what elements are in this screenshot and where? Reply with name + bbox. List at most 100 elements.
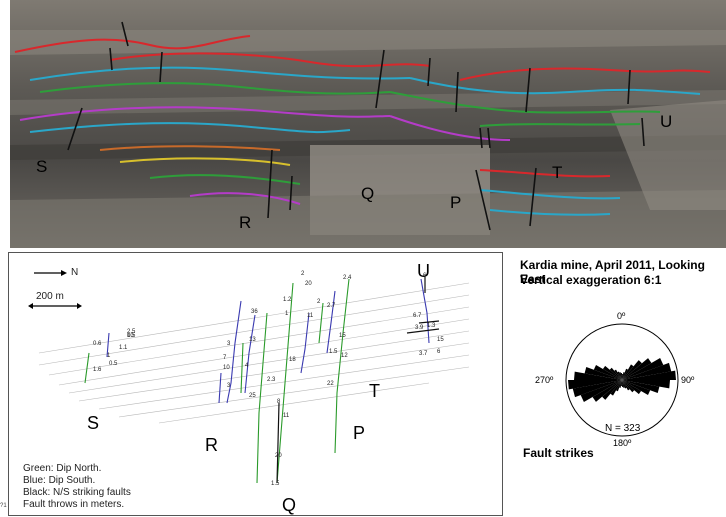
fault-throw-label: 10 (223, 365, 230, 371)
map-label-p: P (353, 423, 366, 443)
rose-petal (617, 371, 622, 380)
rose-petal (619, 380, 622, 388)
photo-label-t: T (552, 163, 563, 182)
map-label-s: S (87, 413, 100, 433)
rose-petal (622, 364, 634, 380)
legend-black: Black: N/S striking faults (23, 487, 131, 498)
rose-petal (622, 380, 635, 393)
fault-throw-label: 2.3 (267, 377, 276, 383)
rose-petal (580, 380, 622, 402)
fault-throw-label: 0.5 (127, 333, 136, 339)
rose-petal (622, 368, 628, 380)
rose-petal (609, 367, 622, 380)
fault-throw-label: 1.1 (119, 345, 128, 351)
rose-petal (593, 365, 622, 380)
fault-throw-label: 1.5 (271, 481, 280, 487)
fault-throw-label: 6.7 (413, 313, 422, 319)
rose-petal (620, 380, 622, 386)
fault-throw-label: 15 (339, 333, 346, 339)
fault-throw-label: 3 (227, 341, 231, 347)
rose-diagram (510, 320, 726, 490)
photo-label-p: P (450, 193, 462, 212)
legend-units: Fault throws in meters. (23, 499, 125, 510)
rose-count: N = 323 (605, 423, 641, 434)
fault-throw-label: 20 (275, 453, 282, 459)
north-arrow-label: N (71, 267, 79, 278)
rose-petal (622, 372, 625, 380)
fault-throw-label: 2 (317, 299, 321, 305)
rose-petal (622, 374, 624, 380)
rose-petal (622, 358, 664, 380)
fault-throw-label: 12 (341, 353, 348, 359)
fault-throw-label: 3.7 (419, 351, 428, 357)
fault-throw-label: 3.9 (415, 325, 424, 331)
rose-petal (602, 380, 622, 400)
rose-caption: Fault strikes (523, 446, 594, 460)
map-label-r: R (205, 435, 218, 455)
rose-petal (568, 380, 622, 390)
fault-throw-label: 10 (127, 333, 134, 339)
fault-throw-label: 7 (223, 355, 227, 361)
fault-throw-label: 2 (301, 271, 305, 277)
fault-throw-label: 11 (307, 313, 314, 319)
fault-throw-label: 1 (107, 353, 111, 359)
rose-petal (620, 373, 622, 380)
fault-throw-label: 0.6 (93, 341, 102, 347)
fault-throw-label: 2.5 (127, 329, 136, 335)
fault-throw-label: 1.2 (283, 297, 292, 303)
rose-petal (614, 369, 622, 380)
rose-petal (622, 370, 676, 380)
rose-tick-270: 270º (535, 375, 554, 385)
rose-petal (592, 380, 622, 402)
photo-label-s: S (36, 157, 48, 176)
fault-throw-label: 4 (245, 363, 249, 369)
rose-petal (622, 380, 625, 388)
rose-petal (610, 380, 622, 396)
fault-throw-label: 25 (249, 393, 256, 399)
photo-label-u: U (660, 112, 673, 131)
rose-petal (622, 362, 672, 380)
rose-diagram-svg (565, 323, 679, 437)
photo-label-r: R (239, 213, 252, 232)
fault-throw-label: 20 (305, 281, 312, 287)
fault-throw-label: 2.4 (343, 275, 352, 281)
fault-throw-label: 36 (251, 309, 258, 315)
fault-throw-label: 13 (249, 337, 256, 343)
legend-green: Green: Dip North. (23, 463, 102, 474)
rose-petal (602, 365, 622, 380)
fault-throw-label: 6 (423, 273, 427, 279)
rose-petal (622, 380, 630, 391)
mine-face-drawing (10, 0, 726, 248)
rose-petal (622, 360, 642, 380)
mine-face-photo (10, 0, 726, 248)
rose-petal (622, 380, 627, 389)
fault-throw-label: 18 (289, 357, 296, 363)
fault-throw-label: 2.7 (327, 303, 336, 309)
rose-petal (622, 380, 651, 395)
fault-map-drawing (28, 270, 470, 484)
fault-throw-label: 1.6 (93, 367, 102, 373)
scale-bar-label: 200 m (36, 291, 64, 302)
fault-throw-label: 1.3 (427, 323, 436, 329)
fault-throw-label: 6 (437, 349, 441, 355)
rose-petal (619, 372, 622, 380)
rose-petal (622, 380, 670, 389)
rose-petal (572, 380, 622, 398)
map-label-u: U (417, 261, 430, 281)
map-label-q: Q (282, 495, 297, 515)
rose-tick-90: 90º (681, 375, 695, 385)
rose-petal (616, 380, 622, 392)
rose-petal (622, 380, 624, 387)
rose-tick-180: 180º (613, 438, 632, 448)
fault-throw-label: 0.5 (109, 361, 118, 367)
fault-map-panel: N 200 m S R Q P T U 0.5 0.6 1.1 2.5 1 0.5 1.6 3… (8, 252, 503, 516)
fault-throw-label: 1 (285, 311, 289, 317)
fault-throw-label: 1.5 (329, 349, 338, 355)
map-label-t: T (369, 381, 380, 401)
legend-blue: Blue: Dip South. (23, 475, 96, 486)
fault-throw-label: 3 (227, 383, 231, 389)
fault-throw-label: 15 (437, 337, 444, 343)
corner-note: ?1 (0, 503, 7, 509)
rose-petal (622, 380, 660, 393)
fault-throw-label: 11 (283, 413, 290, 419)
